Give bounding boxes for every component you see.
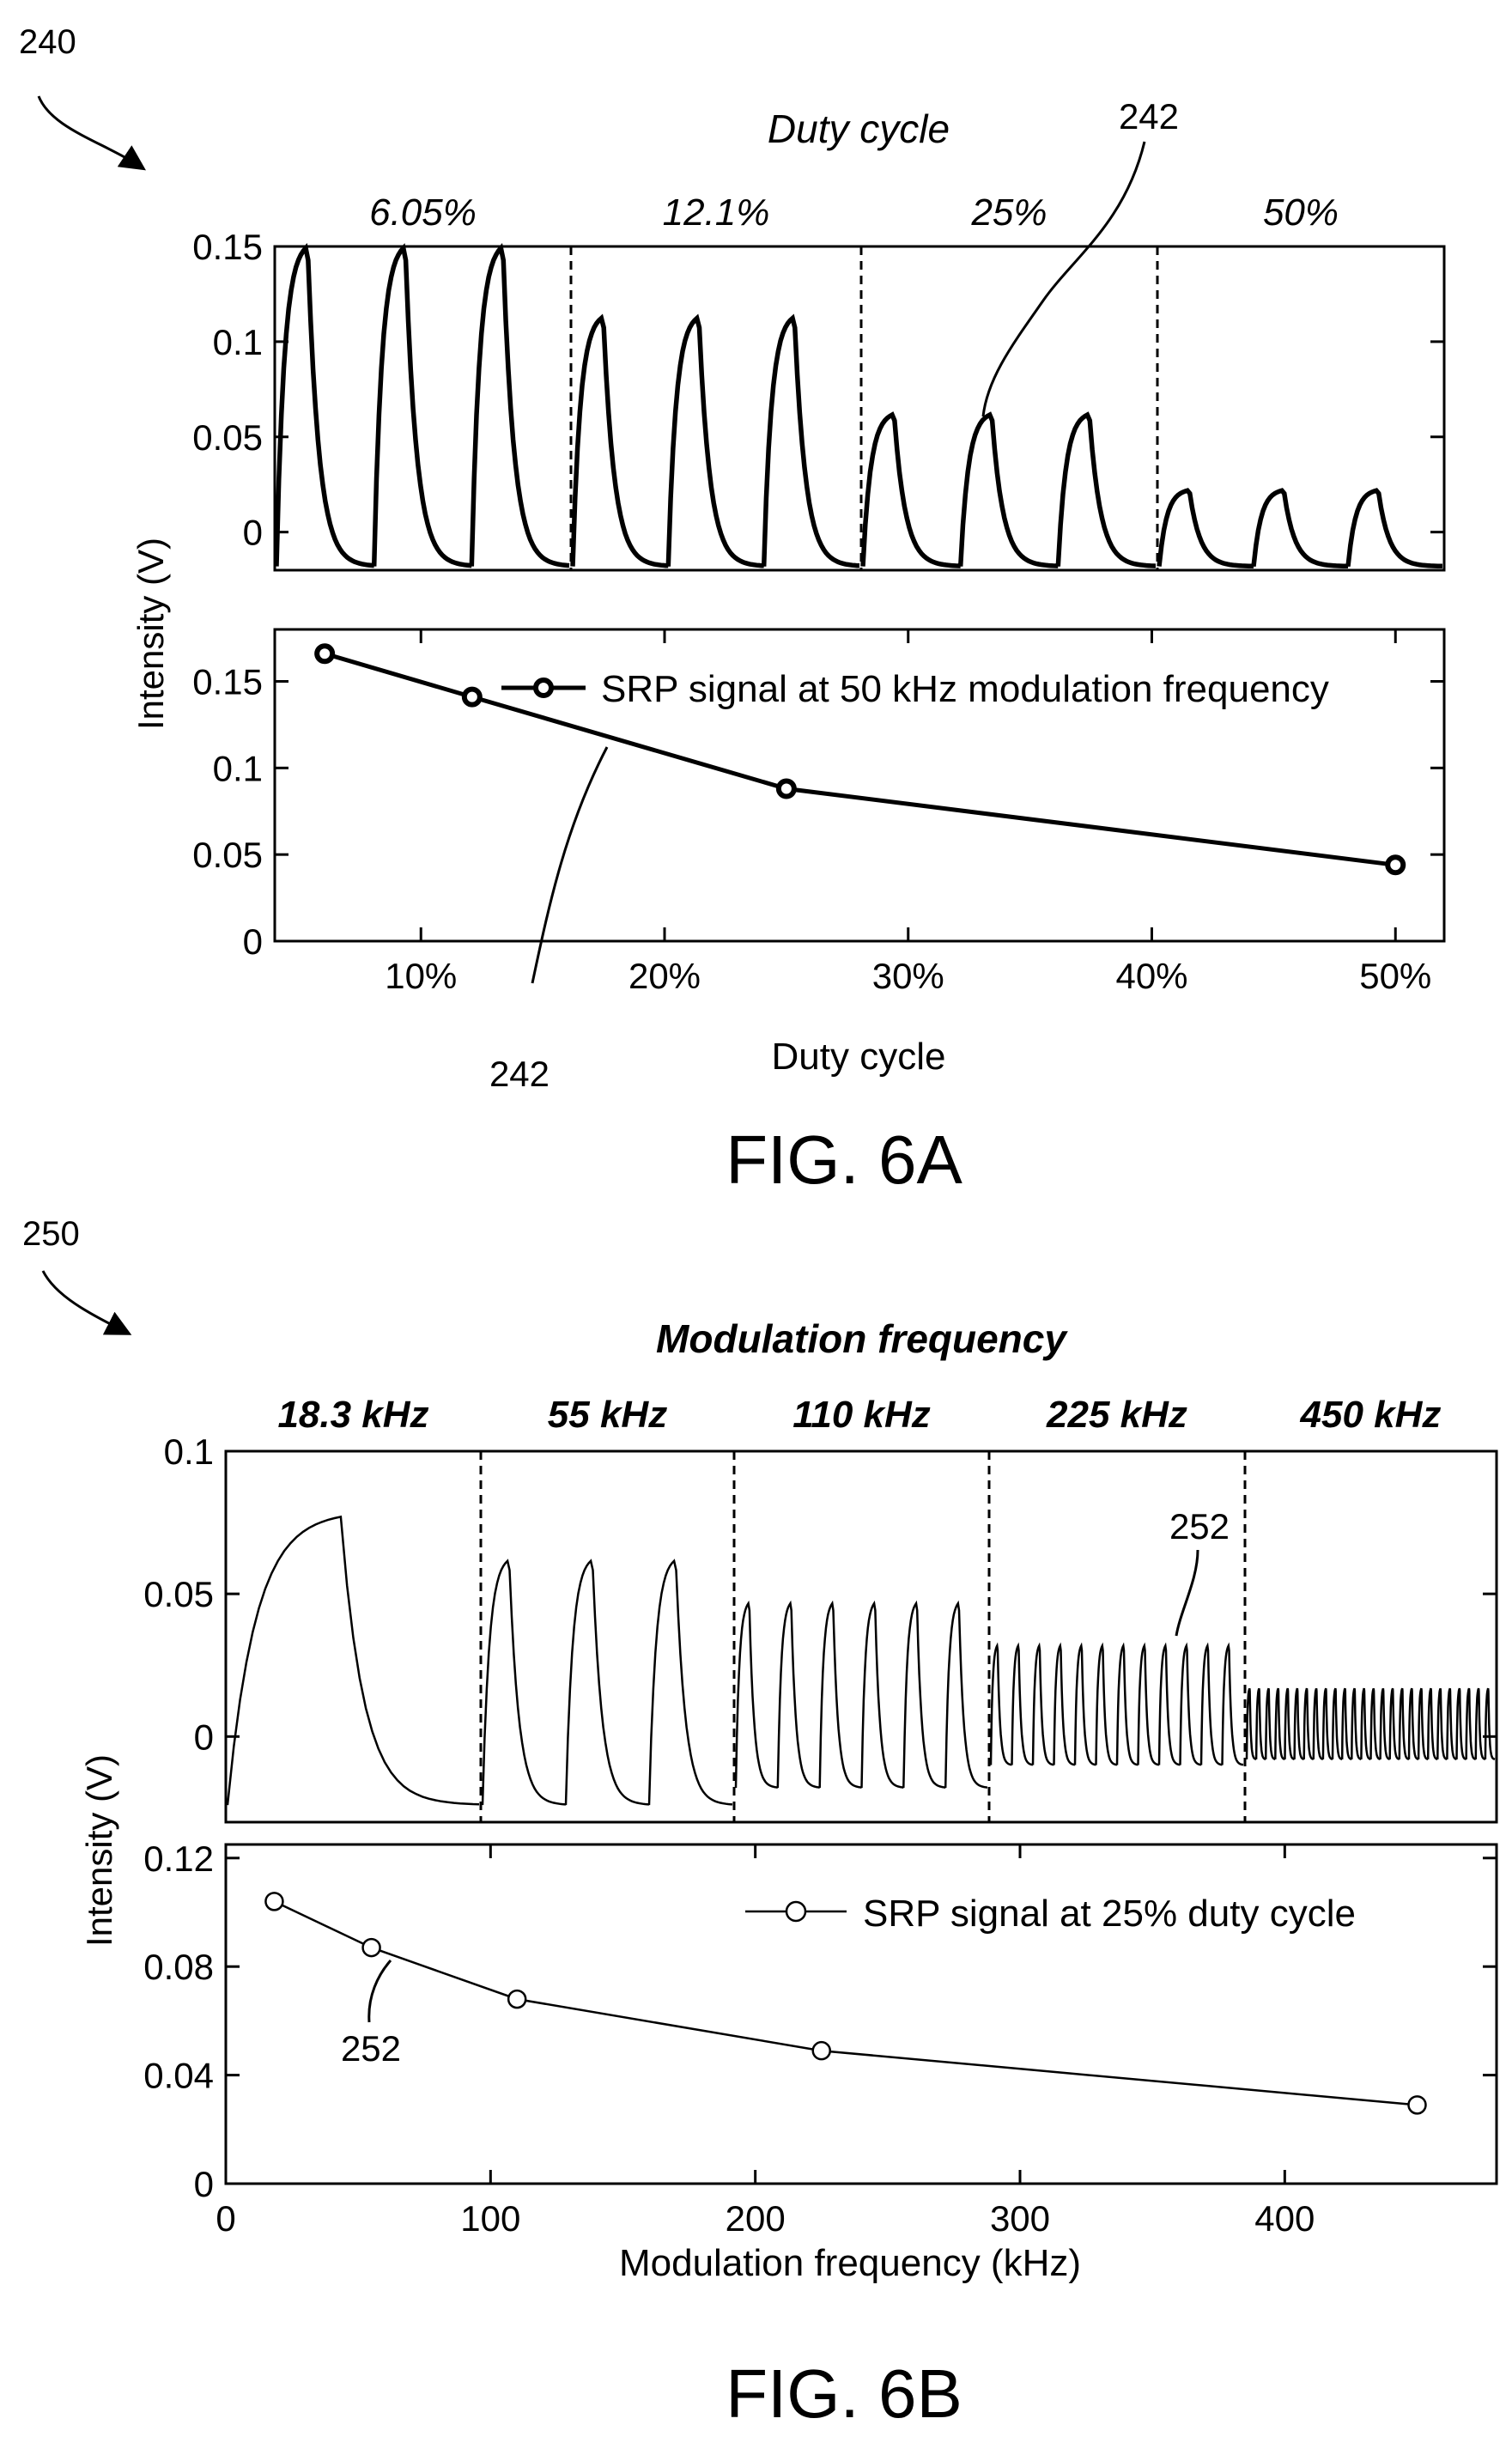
fig-6b-waveform-dividers [479,1451,1247,1822]
fig-6a-waveform-panel: 0 0.05 0.1 0.15 [192,227,1446,572]
segment-label: 110 kHz [792,1394,931,1436]
trend-x-tick-label: 100 [460,2198,520,2239]
fig-6b-legend: SRP signal at 25% duty cycle [745,1893,1356,1935]
fig-6b-legend-marker [785,1900,807,1923]
trend-y-tick-label: 0.08 [143,1947,214,1987]
fig-6b-callout-leader-bottom [367,1960,392,2023]
fig-6a-callout-leader-top [981,141,1146,417]
segment-label: 450 kHz [1300,1394,1442,1436]
segment-label: 25% [970,191,1047,234]
trend-x-tick-label: 400 [1254,2198,1315,2239]
trend-x-tick-label: 0 [216,2198,235,2239]
trend-x-tick-label: 40% [1115,956,1187,996]
trend-data-point [507,1989,527,2009]
trend-data-point [461,686,483,708]
trend-data-point [314,643,336,665]
fig-6a-trend-points [314,643,1406,876]
fig-6b-y-axis-label: Intensity (V) [79,1754,119,1947]
segment-label: 12.1% [663,191,770,234]
trend-data-point [811,2040,831,2061]
waveform-y-tick-label: 0 [243,513,263,553]
trend-y-tick-label: 0 [194,2164,214,2204]
fig-6a-legend: SRP signal at 50 kHz modulation frequenc… [501,668,1329,710]
segment-label: 55 kHz [548,1394,667,1436]
fig-6a-waveform-y-axis: 0 0.05 0.1 0.15 [192,227,1444,553]
fig-6a-top-title: Duty cycle [768,106,950,151]
trend-x-tick-label: 50% [1359,956,1431,996]
fig-6b-x-axis-label: Modulation frequency (kHz) [619,2242,1081,2284]
waveform-y-tick-label: 0.15 [192,227,263,267]
trend-data-point [1385,854,1406,876]
trend-data-point [1407,2095,1427,2115]
fig-6b-trend-points [264,1892,1427,2115]
fig-6b-segment-labels: 18.3 kHz 55 kHz 110 kHz 225 kHz 450 kHz [277,1394,1441,1436]
fig-6a-ref-arrow [37,95,146,171]
segment-label: 18.3 kHz [277,1394,428,1436]
trend-y-tick-label: 0 [243,921,263,962]
trend-x-tick-label: 10% [385,956,457,996]
fig-6a-trend-line [324,651,1396,867]
fig-6b-trend-frame [224,1843,1498,2185]
fig-6a-waveform-dividers [569,246,1159,570]
trend-y-tick-label: 0.12 [143,1838,214,1879]
fig-6b-waveform-y-axis: 0 0.05 0.1 [143,1431,1497,1757]
fig-6a-waveform-frame [273,245,1446,572]
trend-x-tick-label: 30% [872,956,944,996]
fig-6b-callout-leader-top [1175,1549,1199,1637]
fig-6a-trend-frame [273,628,1446,943]
fig-6b-callout-bottom: 252 [341,2028,401,2069]
fig-6a-trend-panel: 10% 20% 30% 40% 50% 0 0.05 0.1 0.15 SRP signal a… [192,628,1446,996]
fig-6a-segment-labels: 6.05% 12.1% 25% 50% [369,191,1339,234]
waveform-y-tick-label: 0.1 [164,1431,214,1472]
segment-label: 50% [1263,191,1339,234]
waveform-y-tick-label: 0.1 [213,322,263,362]
fig-6a-callout-bottom: 242 [489,1054,550,1094]
fig-6b-callout-top: 252 [1169,1506,1230,1547]
waveform-y-tick-label: 0 [194,1717,214,1757]
fig-6a-caption: FIG. 6A [726,1121,962,1198]
waveform-y-tick-label: 0.05 [192,417,263,458]
trend-y-tick-label: 0.04 [143,2056,214,2096]
fig-6a-callout-leader-bottom [531,746,609,984]
fig-6b-waveform-frame [224,1449,1498,1824]
fig-6b-ref-number: 250 [22,1215,80,1253]
fig-6b-ref-arrow [41,1270,132,1335]
segment-label: 225 kHz [1046,1394,1187,1436]
fig-6a-trend-axes: 10% 20% 30% 40% 50% 0 0.05 0.1 0.15 [192,629,1444,996]
fig-6a-legend-marker [533,678,554,698]
fig-6a-callout-top: 242 [1119,96,1179,137]
fig-6b-legend-label: SRP signal at 25% duty cycle [863,1893,1356,1935]
fig-6a-y-axis-label: Intensity (V) [131,538,171,730]
trend-data-point [361,1937,381,1958]
fig-6a-x-axis-label: Duty cycle [772,1036,946,1078]
trend-y-tick-label: 0.15 [192,662,263,702]
fig-6b-trend-axes: 0 100 200 300 400 0 0.04 0.08 0.12 [143,1838,1497,2239]
trend-x-tick-label: 20% [628,956,701,996]
trend-x-tick-label: 300 [990,2198,1050,2239]
trend-data-point [264,1892,284,1911]
segment-label: 6.05% [369,191,477,234]
fig-6a-ref-number: 240 [19,23,76,61]
waveform-y-tick-label: 0.05 [143,1574,214,1614]
fig-6b-top-title: Modulation frequency [656,1316,1068,1361]
fig-6a-legend-label: SRP signal at 50 kHz modulation frequenc… [601,668,1329,710]
fig-6b-waveform-trace [226,1515,1496,1806]
trend-x-tick-label: 200 [726,2198,786,2239]
fig-6b-waveform-panel: 0 0.05 0.1 [143,1431,1498,1824]
trend-y-tick-label: 0.1 [213,748,263,788]
fig-6b: 250 Modulation frequency 18.3 kHz 55 kHz 1… [22,1215,1498,2432]
fig-6a: 240 Duty cycle 6.05% 12.1% 25% 50% 242 0 0.0… [19,23,1446,1198]
fig-6b-trend-panel: 0 100 200 300 400 0 0.04 0.08 0.12 SRP signal at… [143,1838,1498,2239]
fig-6b-caption: FIG. 6B [726,2355,962,2432]
trend-y-tick-label: 0.05 [192,835,263,875]
fig-6a-waveform-trace [274,242,1442,569]
trend-data-point [775,778,797,799]
